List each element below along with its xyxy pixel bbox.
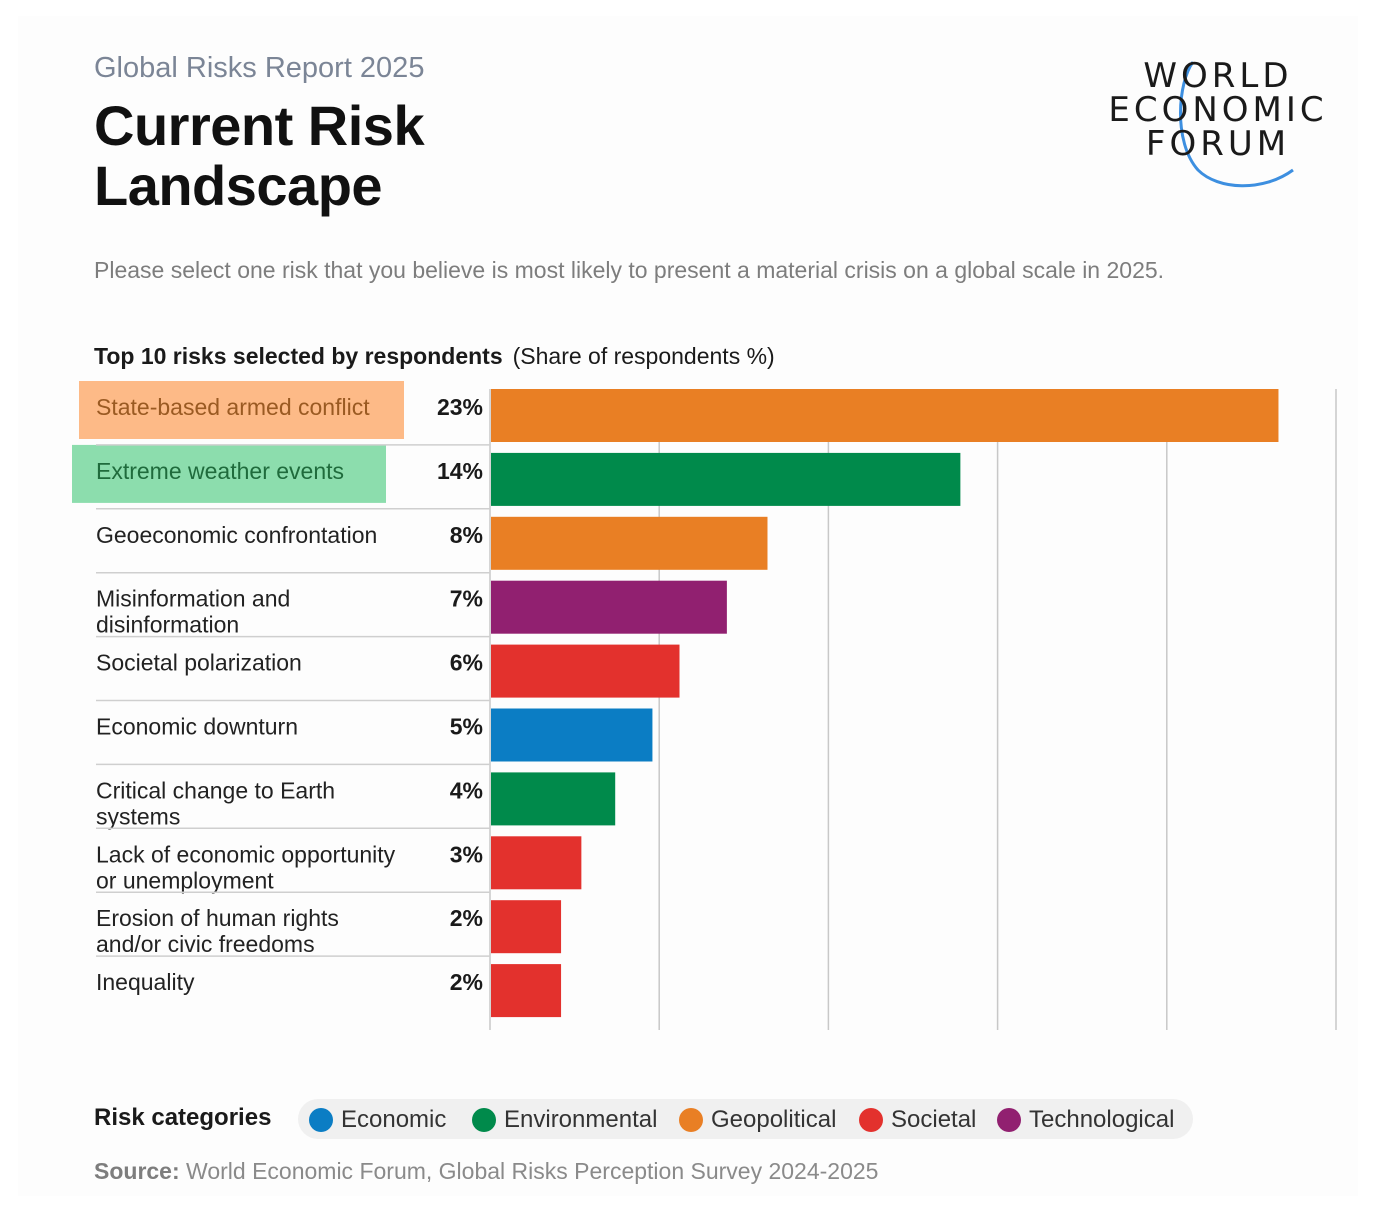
logo-line-1: WORLD (1143, 56, 1293, 96)
category-label-1: Extreme weather events (96, 458, 344, 484)
value-label-8: 2% (450, 905, 483, 931)
bar-2 (491, 516, 768, 570)
value-label-4: 6% (450, 650, 483, 676)
report-name: Global Risks Report 2025 (94, 52, 425, 84)
category-label-6: Critical change to Earth (96, 777, 335, 803)
value-label-5: 5% (450, 714, 483, 740)
highlight-mark-0 (79, 381, 404, 439)
category-label-5: Economic downturn (96, 714, 298, 740)
value-label-0: 23% (437, 394, 483, 420)
category-label-8: Erosion of human rights (96, 905, 339, 931)
category-label-2: Geoeconomic confrontation (96, 522, 377, 548)
value-label-6: 4% (450, 777, 483, 803)
value-label-2: 8% (450, 522, 483, 548)
chart-subtitle: (Share of respondents %) (512, 343, 775, 369)
category-label-7: Lack of economic opportunity (96, 841, 396, 867)
legend-item-technological: Technological (997, 1104, 1174, 1136)
bar-5 (491, 708, 653, 762)
technological-dot-icon (997, 1108, 1021, 1132)
category-label-4: Societal polarization (96, 650, 302, 676)
survey-question: Please select one risk that you believe … (94, 257, 1165, 283)
geopolitical-dot-icon (679, 1108, 703, 1132)
logo-line-3: FORUM (1145, 124, 1291, 164)
page-title: Current Risk Landscape (94, 94, 425, 217)
legend-label-environmental: Environmental (504, 1106, 658, 1133)
value-label-9: 2% (450, 969, 483, 995)
economic-dot-icon (309, 1108, 333, 1132)
category-label-7: or unemployment (96, 867, 274, 893)
category-label-3: Misinformation and (96, 586, 290, 612)
societal-dot-icon (859, 1108, 883, 1132)
legend-container (298, 1099, 1193, 1139)
bar-0 (491, 389, 1279, 442)
bar-3 (491, 580, 727, 634)
chart-heading: Top 10 risks selected by respondents (Sha… (94, 343, 775, 370)
value-label-1: 14% (437, 458, 483, 484)
value-label-3: 7% (450, 586, 483, 612)
legend-label-economic: Economic (341, 1106, 447, 1133)
bar-6 (491, 772, 616, 826)
legend-item-environmental: Environmental (472, 1104, 657, 1136)
legend-item-geopolitical: Geopolitical (679, 1104, 836, 1136)
source-label: Source: (94, 1158, 180, 1184)
source-note: Source: World Economic Forum, Global Ris… (94, 1158, 878, 1185)
category-label-9: Inequality (96, 969, 195, 995)
category-label-8: and/or civic freedoms (96, 931, 315, 957)
category-label-0: State-based armed conflict (96, 394, 370, 420)
source-text: World Economic Forum, Global Risks Perce… (186, 1158, 879, 1184)
bar-7 (491, 836, 582, 890)
legend-title: Risk categories (94, 1104, 272, 1131)
value-label-7: 3% (450, 841, 483, 867)
chart-title: Top 10 risks selected by respondents (94, 343, 503, 369)
highlight-mark-1 (72, 444, 386, 503)
category-label-6: systems (96, 803, 180, 829)
legend-label-geopolitical: Geopolitical (711, 1106, 837, 1133)
logo-line-2: ECONOMIC (1108, 90, 1328, 130)
legend-label-societal: Societal (891, 1106, 977, 1133)
environmental-dot-icon (472, 1108, 496, 1132)
legend-label-technological: Technological (1029, 1106, 1175, 1133)
bar-9 (491, 964, 562, 1018)
category-label-3: disinformation (96, 612, 239, 638)
bar-1 (491, 452, 961, 506)
bar-4 (491, 644, 680, 698)
legend-item-economic: Economic (309, 1104, 446, 1136)
logo-arc-icon (1179, 61, 1294, 188)
bar-8 (491, 900, 562, 954)
wef-logo: WORLD ECONOMIC FORUM (1088, 52, 1348, 192)
legend-item-societal: Societal (859, 1104, 976, 1136)
